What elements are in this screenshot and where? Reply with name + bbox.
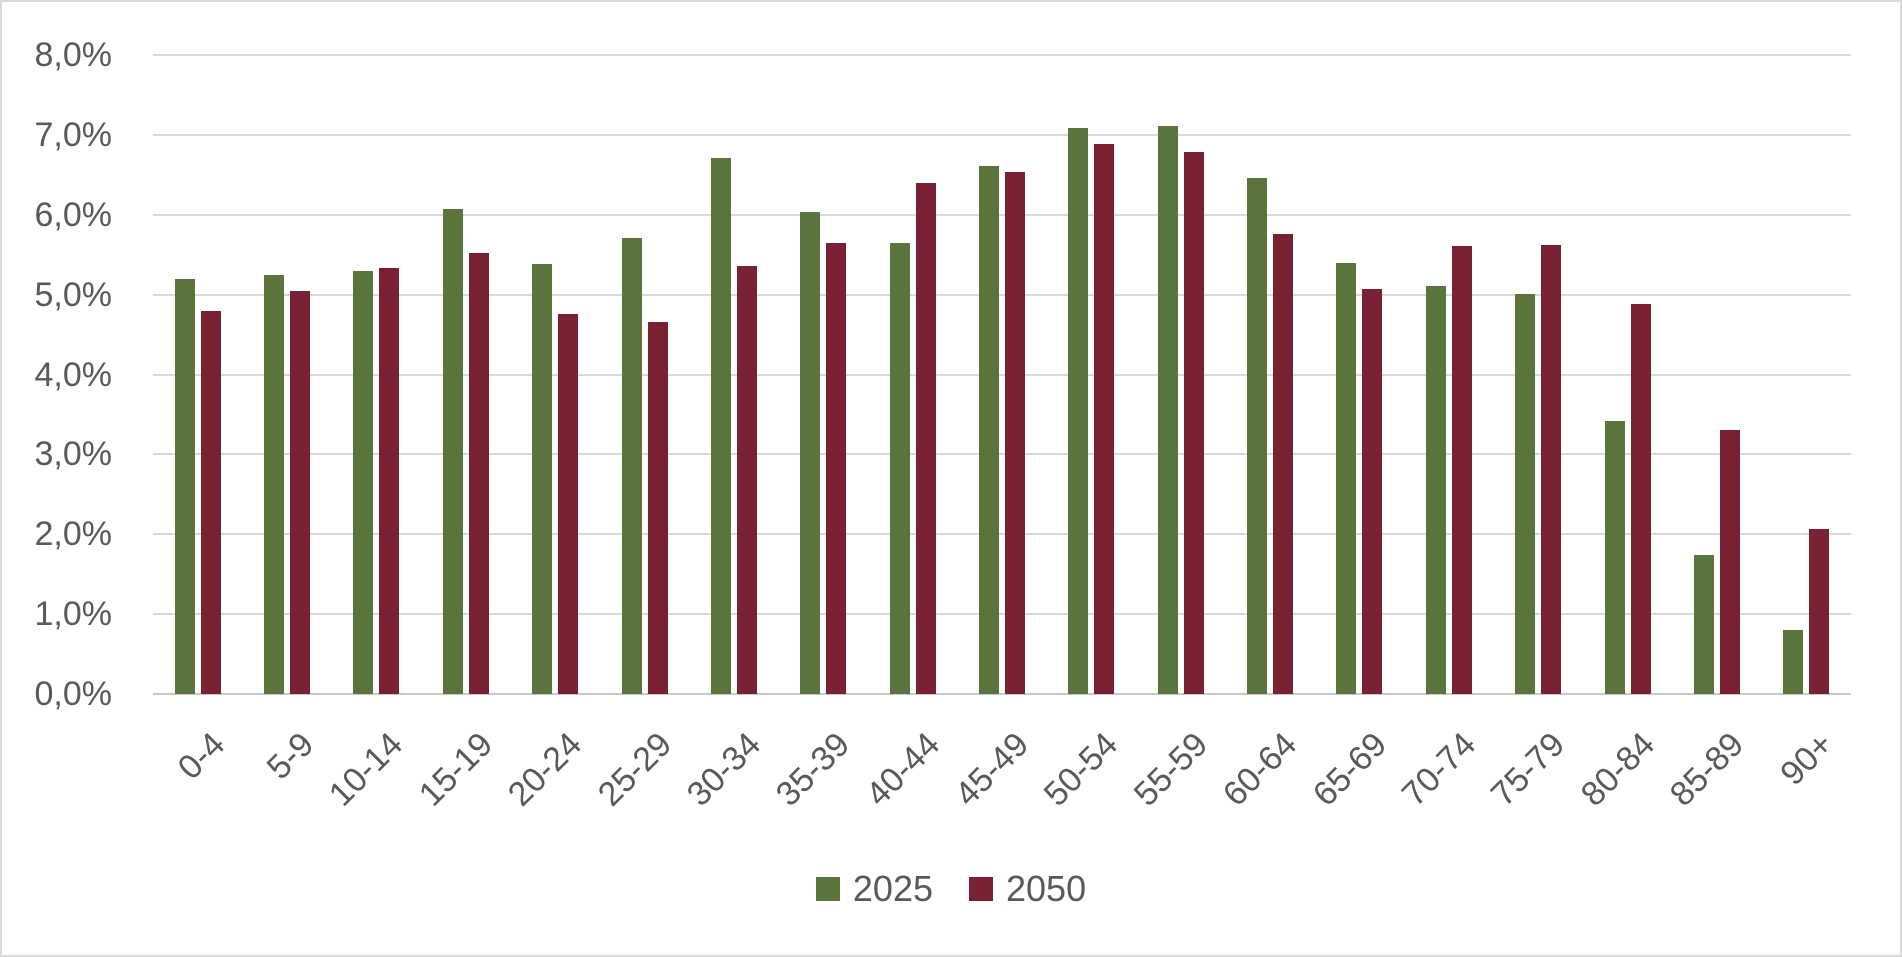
y-tick-label-3pct: 3,0% bbox=[34, 435, 113, 474]
bar-2025-5-9 bbox=[264, 274, 285, 694]
bar-2025-60-64 bbox=[1247, 178, 1268, 694]
x-tick-label-40-44: 40-44 bbox=[858, 725, 947, 814]
y-tick-label-7pct: 7,0% bbox=[34, 115, 113, 154]
bar-2050-60-64 bbox=[1273, 233, 1294, 694]
y-tick-label-0pct: 0,0% bbox=[34, 675, 113, 713]
bar-2050-5-9 bbox=[290, 290, 311, 694]
gridline-3pct bbox=[153, 453, 1851, 456]
x-tick-label-75-79: 75-79 bbox=[1483, 725, 1573, 814]
y-tick-label-8pct: 8,0% bbox=[34, 36, 113, 74]
bar-2050-90+ bbox=[1809, 528, 1830, 694]
y-tick-label-2pct: 2,0% bbox=[34, 515, 113, 554]
x-tick-label-0-4: 0-4 bbox=[170, 725, 232, 787]
bar-2050-85-89 bbox=[1719, 429, 1740, 694]
bar-2025-0-4 bbox=[174, 278, 195, 694]
gridline-8pct bbox=[153, 54, 1851, 56]
legend-swatch-2025 bbox=[815, 877, 840, 901]
bar-2025-10-14 bbox=[353, 271, 374, 694]
bar-2050-45-49 bbox=[1005, 171, 1025, 694]
bar-2050-65-69 bbox=[1362, 289, 1383, 694]
bar-2050-50-54 bbox=[1094, 144, 1115, 694]
bar-2050-70-74 bbox=[1451, 245, 1472, 694]
bar-2025-15-19 bbox=[442, 209, 463, 694]
legend-item-2050: 2050 bbox=[969, 870, 1086, 908]
x-tick-label-15-19: 15-19 bbox=[411, 725, 500, 814]
bar-2025-35-39 bbox=[800, 211, 821, 694]
bar-2050-40-44 bbox=[915, 182, 936, 694]
gridline-6pct bbox=[153, 213, 1851, 216]
bar-2050-75-79 bbox=[1541, 245, 1562, 694]
y-tick-label-5pct: 5,0% bbox=[34, 275, 113, 314]
x-tick-label-55-59: 55-59 bbox=[1126, 725, 1215, 814]
x-tick-label-60-64: 60-64 bbox=[1215, 725, 1305, 814]
bar-2025-75-79 bbox=[1515, 293, 1536, 694]
x-tick-label-50-54: 50-54 bbox=[1037, 725, 1126, 814]
bar-2050-30-34 bbox=[736, 265, 757, 694]
x-tick-label-65-69: 65-69 bbox=[1305, 725, 1394, 814]
gridline-4pct bbox=[153, 373, 1851, 376]
bar-2025-55-59 bbox=[1157, 126, 1178, 694]
y-tick-label-6pct: 6,0% bbox=[34, 195, 113, 234]
bar-2025-90+ bbox=[1783, 630, 1804, 694]
bar-2025-50-54 bbox=[1068, 127, 1089, 694]
x-tick-label-70-74: 70-74 bbox=[1394, 725, 1483, 814]
bar-2025-20-24 bbox=[532, 264, 553, 694]
legend-item-2025: 2025 bbox=[815, 868, 933, 909]
bar-2050-80-84 bbox=[1630, 304, 1651, 694]
y-tick-label-4pct: 4,0% bbox=[34, 355, 113, 394]
bar-2025-40-44 bbox=[889, 242, 910, 694]
gridline-0pct bbox=[153, 693, 1851, 695]
bar-2050-35-39 bbox=[826, 242, 847, 694]
bar-2050-55-59 bbox=[1183, 152, 1204, 694]
bar-2050-25-29 bbox=[647, 321, 668, 694]
bar-2050-15-19 bbox=[468, 253, 489, 694]
y-axis: 0,0% 1,0% 2,0% 3,0% 4,0% 5,0% 6,0% 7,0% 8,0% bbox=[2, 2, 113, 955]
x-tick-label-85-89: 85-89 bbox=[1662, 725, 1752, 814]
x-tick-label-20-24: 20-24 bbox=[500, 725, 590, 814]
bar-2025-45-49 bbox=[979, 166, 999, 694]
bar-2025-85-89 bbox=[1693, 555, 1714, 694]
legend: 2025 2050 bbox=[2, 870, 1900, 908]
bar-2025-25-29 bbox=[621, 237, 642, 694]
bar-2025-70-74 bbox=[1425, 285, 1446, 694]
x-tick-label-80-84: 80-84 bbox=[1573, 725, 1662, 814]
bar-2050-10-14 bbox=[379, 268, 400, 694]
gridline-2pct bbox=[153, 533, 1851, 536]
x-tick-label-10-14: 10-14 bbox=[322, 725, 411, 814]
x-tick-label-90+: 90+ bbox=[1772, 725, 1841, 793]
plot-area bbox=[153, 54, 1851, 695]
bar-2025-65-69 bbox=[1336, 262, 1357, 694]
bar-2025-80-84 bbox=[1604, 420, 1625, 694]
y-tick-label-1pct: 1,0% bbox=[34, 595, 113, 634]
x-tick-label-30-34: 30-34 bbox=[679, 725, 769, 814]
x-tick-label-45-49: 45-49 bbox=[947, 725, 1037, 814]
x-tick-label-5-9: 5-9 bbox=[259, 725, 322, 787]
x-tick-label-35-39: 35-39 bbox=[769, 725, 858, 814]
x-tick-label-25-29: 25-29 bbox=[590, 725, 679, 814]
gridline-7pct bbox=[153, 133, 1851, 136]
legend-swatch-2050 bbox=[969, 877, 993, 901]
bar-2050-20-24 bbox=[558, 313, 579, 694]
gridline-1pct bbox=[153, 613, 1851, 616]
legend-label-2050: 2050 bbox=[1006, 868, 1087, 909]
legend-label-2025: 2025 bbox=[852, 868, 933, 909]
bar-2050-0-4 bbox=[200, 310, 221, 694]
bar-2025-30-34 bbox=[710, 158, 731, 694]
gridline-5pct bbox=[153, 293, 1851, 296]
